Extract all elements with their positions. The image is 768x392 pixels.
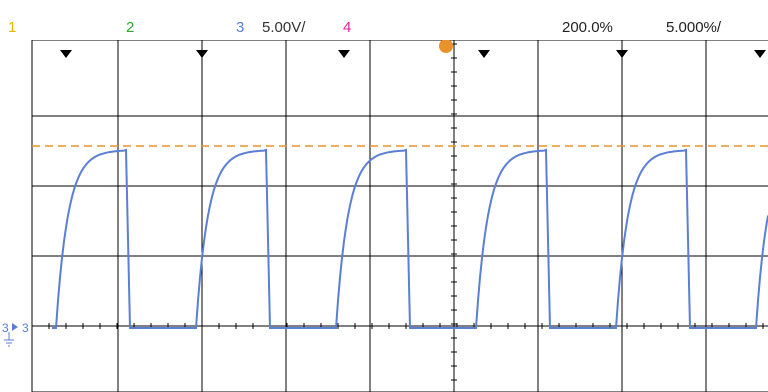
triangle-down-icon <box>616 50 628 58</box>
channel-3-scale[interactable]: 5.00V/ <box>262 19 306 36</box>
channel-3-label[interactable]: 3 <box>236 19 245 36</box>
status-bar: 1 2 3 5.00V/ 4 200.0% 5.000%/ <box>0 0 768 40</box>
channel-2-label[interactable]: 2 <box>126 19 135 36</box>
channel-4-label[interactable]: 4 <box>343 19 352 36</box>
triangle-down-icon <box>196 50 208 58</box>
triangle-down-icon <box>338 50 350 58</box>
triangle-down-icon <box>754 50 766 58</box>
trigger-marker-icon <box>439 40 453 53</box>
top-markers <box>60 40 766 58</box>
channel-1-label[interactable]: 1 <box>8 19 17 36</box>
channel-3-ground-label-2: 3 <box>22 321 29 335</box>
triangle-down-icon <box>60 50 72 58</box>
graticule <box>31 40 768 392</box>
trigger-delay-readout[interactable]: 200.0% <box>562 19 613 36</box>
channel-3-waveform <box>52 148 768 329</box>
channel-3-ground-label: 3 <box>2 321 9 335</box>
timebase-readout[interactable]: 5.000%/ <box>666 19 722 36</box>
triangle-down-icon <box>478 50 490 58</box>
ground-arrow-icon <box>12 323 18 331</box>
